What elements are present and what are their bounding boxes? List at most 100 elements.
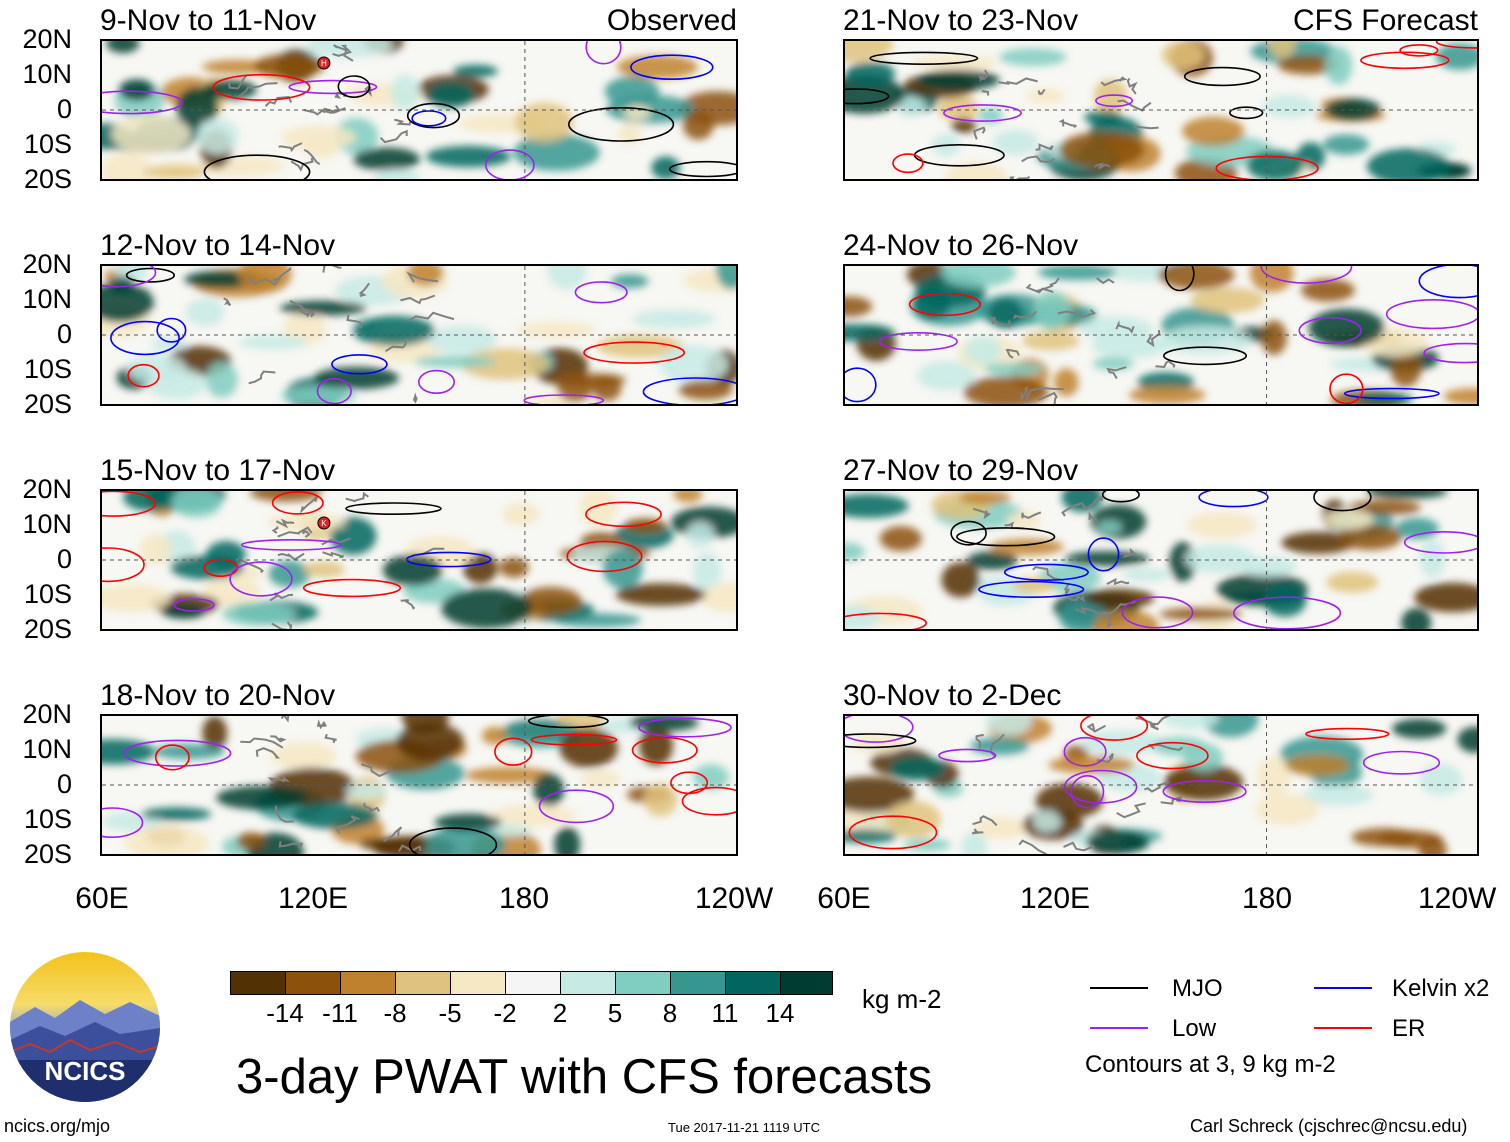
pwat-anomaly-shade [1268, 41, 1296, 59]
lat-label: 20N [22, 699, 72, 729]
wave-contour [1305, 727, 1390, 740]
coastline [360, 763, 399, 778]
coastline [1116, 802, 1146, 819]
wave-contour [538, 789, 615, 824]
coastline [269, 592, 294, 602]
pwat-anomaly-shade [434, 813, 502, 831]
pwat-anomaly-shade [958, 491, 1011, 505]
pwat-anomaly-shade [579, 491, 618, 527]
pwat-anomaly-shade [559, 728, 618, 768]
pwat-anomaly-shade [102, 584, 171, 613]
coastline [272, 267, 292, 282]
wave-contour [1063, 736, 1107, 767]
coastline [1086, 723, 1106, 733]
pwat-anomaly-shade [596, 334, 684, 358]
colorbar-swatch [450, 971, 506, 995]
pwat-anomaly-shade [268, 560, 311, 588]
lat-label: 20S [23, 614, 72, 644]
pwat-anomaly-shade [291, 802, 378, 829]
wave-contour [154, 744, 190, 771]
wave-contour [638, 717, 732, 738]
pwat-anomaly-shade [845, 41, 893, 63]
pwat-anomaly-shade [1035, 783, 1103, 819]
legend-line-kelvin [1314, 987, 1372, 989]
lon-label: 120W [1418, 882, 1497, 915]
wave-contour [337, 75, 371, 99]
lon-label: 120W [694, 882, 774, 915]
pwat-anomaly-shade [845, 776, 915, 813]
wave-contour [1183, 66, 1261, 87]
pwat-anomaly-shade [111, 114, 191, 155]
coastline [1021, 155, 1056, 164]
coastline [971, 828, 984, 835]
coastline [267, 776, 290, 784]
pwat-anomaly-shade [850, 734, 903, 754]
lon-label: 120E [277, 882, 349, 915]
pwat-anomaly-shade [352, 315, 435, 346]
pwat-anomaly-shade [185, 298, 225, 326]
wave-contour [530, 733, 618, 746]
pwat-anomaly-shade [170, 555, 245, 580]
map-panel-right-3 [843, 714, 1479, 856]
coastline [303, 107, 346, 116]
pwat-anomaly-shade [895, 96, 926, 117]
coastline [1037, 88, 1046, 96]
colorbar-unit: kg m-2 [862, 984, 942, 1014]
coastline [1009, 175, 1031, 179]
wave-contour [406, 102, 461, 129]
pwat-anomaly-shade [519, 586, 582, 616]
coastline [1106, 366, 1127, 380]
panel-title-right-1: 24-Nov to 26-Nov [843, 229, 1079, 262]
wave-contour [1329, 373, 1364, 404]
wave-contour [1070, 774, 1105, 809]
legend-label-low: Low [1172, 1015, 1217, 1042]
coastline [238, 82, 278, 98]
coastline [972, 815, 998, 827]
lat-label: 20N [22, 474, 72, 504]
wave-contour [845, 367, 877, 403]
lat-label: 10N [22, 509, 72, 539]
pwat-anomaly-shade [629, 716, 699, 732]
pwat-anomaly-shade [306, 41, 393, 58]
colorbar-swatch [780, 971, 833, 995]
wave-contour [950, 520, 987, 546]
coastline [277, 552, 305, 561]
coastline [358, 282, 370, 297]
pwat-anomaly-shade [1301, 278, 1355, 302]
coastline [1025, 386, 1064, 403]
wave-contour [1360, 51, 1450, 70]
panel-title-left-1: 12-Nov to 14-Nov [100, 229, 336, 262]
pwat-anomaly-shade [1262, 94, 1316, 119]
wave-contour [681, 786, 736, 816]
coastline [975, 733, 984, 750]
wave-contour [1121, 596, 1194, 629]
colorbar-tick: -14 [266, 998, 304, 1028]
wave-contour [642, 377, 736, 404]
map-canvas [845, 41, 1477, 179]
pwat-anomaly-shade [1378, 830, 1443, 849]
pwat-anomaly-shade [547, 266, 587, 290]
lon-label: 180 [498, 882, 550, 915]
pwat-anomaly-shade [1325, 46, 1353, 85]
coastline [274, 805, 294, 823]
coastline [346, 314, 363, 329]
pwat-anomaly-shade [984, 362, 1044, 376]
wave-contour [585, 501, 662, 528]
wave-contour [583, 341, 685, 364]
legend-line-low [1090, 1027, 1148, 1029]
wave-contour [978, 580, 1085, 598]
colorbar-swatch [285, 971, 341, 995]
coastline [1146, 330, 1161, 348]
coastline [1035, 277, 1060, 293]
pwat-anomaly-shade [879, 526, 922, 552]
coastline [400, 599, 416, 610]
wave-contour [1385, 299, 1477, 330]
map-panel-right-2 [843, 489, 1479, 631]
coastline [303, 149, 321, 166]
pwat-anomaly-shade [513, 134, 600, 171]
coastline [989, 314, 1011, 328]
wave-contour [908, 292, 982, 317]
pwat-anomaly-shade [516, 321, 596, 339]
pwat-anomaly-shade [1022, 331, 1080, 351]
pwat-anomaly-shade [617, 123, 642, 145]
